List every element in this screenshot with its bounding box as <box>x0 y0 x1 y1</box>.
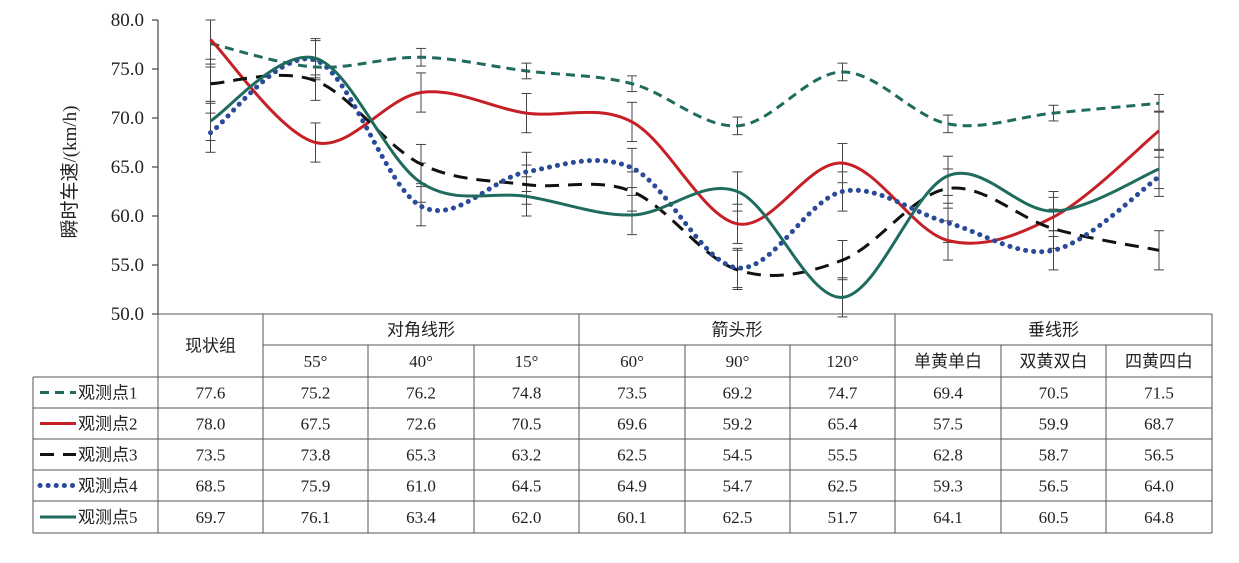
table-cell-r5-c0: 69.7 <box>196 508 226 527</box>
category-header-3: 15° <box>515 352 539 371</box>
category-header-6: 120° <box>826 352 858 371</box>
y-tick-label-2: 60.0 <box>111 206 144 227</box>
category-header-1: 55° <box>304 352 328 371</box>
table-cell-r4-c3: 64.5 <box>512 477 542 496</box>
table-cell-r4-c0: 68.5 <box>196 477 226 496</box>
table-cell-r3-c8: 58.7 <box>1039 446 1069 465</box>
table-cell-r1-c4: 73.5 <box>617 384 647 403</box>
table-cell-r3-c0: 73.5 <box>196 446 226 465</box>
legend-label-1: 观测点1 <box>78 384 138 403</box>
table-cell-r2-c2: 72.6 <box>406 415 436 434</box>
table-cell-r4-c7: 59.3 <box>933 477 963 496</box>
category-header-4: 60° <box>620 352 644 371</box>
table-cell-r3-c9: 56.5 <box>1144 446 1174 465</box>
table-cell-r1-c1: 75.2 <box>301 384 331 403</box>
table-cell-r2-c0: 78.0 <box>196 415 226 434</box>
series-line-5 <box>209 55 1160 299</box>
y-tick-label-3: 65.0 <box>111 157 144 178</box>
series-line-1 <box>210 42 1160 128</box>
table-cell-r1-c0: 77.6 <box>196 384 226 403</box>
category-header-8: 双黄双白 <box>1020 352 1088 371</box>
table-cell-r2-c8: 59.9 <box>1039 415 1069 434</box>
table-cell-r3-c4: 62.5 <box>617 446 647 465</box>
table-cell-r4-c8: 56.5 <box>1039 477 1069 496</box>
table-cell-r3-c3: 63.2 <box>512 446 542 465</box>
group-header-0: 现状组 <box>185 337 236 356</box>
category-header-2: 40° <box>409 352 433 371</box>
y-tick-label-0: 50.0 <box>111 304 144 325</box>
table-cell-r4-c9: 64.0 <box>1144 477 1174 496</box>
y-tick-label-5: 75.0 <box>111 59 144 80</box>
table-cell-r4-c4: 64.9 <box>617 477 647 496</box>
table-cell-r1-c5: 69.2 <box>723 384 753 403</box>
group-header-3: 垂线形 <box>1028 321 1079 340</box>
table-cell-r4-c5: 54.7 <box>723 477 753 496</box>
table-cell-r5-c4: 60.1 <box>617 508 647 527</box>
table-cell-r1-c9: 71.5 <box>1144 384 1174 403</box>
table-cell-r5-c5: 62.5 <box>723 508 753 527</box>
table-cell-r2-c5: 59.2 <box>723 415 753 434</box>
table-cell-r3-c7: 62.8 <box>933 446 963 465</box>
table-cell-r1-c6: 74.7 <box>828 384 858 403</box>
table-cell-r5-c6: 51.7 <box>828 508 858 527</box>
legend-label-5: 观测点5 <box>78 508 138 527</box>
table-cell-r1-c3: 74.8 <box>512 384 542 403</box>
table-cell-r3-c2: 65.3 <box>406 446 436 465</box>
table-cell-r2-c6: 65.4 <box>828 415 858 434</box>
table-cell-r4-c1: 75.9 <box>301 477 331 496</box>
y-tick-label-1: 55.0 <box>111 255 144 276</box>
table-cell-r4-c2: 61.0 <box>406 477 436 496</box>
category-header-9: 四黄四白 <box>1125 352 1193 371</box>
series-line-3 <box>210 73 1160 277</box>
table-cell-r1-c8: 70.5 <box>1039 384 1069 403</box>
table-cell-r5-c3: 62.0 <box>512 508 542 527</box>
table-cell-r3-c6: 55.5 <box>828 446 858 465</box>
group-header-1: 对角线形 <box>387 321 455 340</box>
table-cell-r5-c2: 63.4 <box>406 508 436 527</box>
table-cell-r3-c5: 54.5 <box>723 446 753 465</box>
table-cell-r1-c7: 69.4 <box>933 384 963 403</box>
table-cell-r2-c4: 69.6 <box>617 415 647 434</box>
table-cell-r4-c6: 62.5 <box>828 477 858 496</box>
table-cell-r5-c9: 64.8 <box>1144 508 1174 527</box>
series-line-4 <box>208 56 1162 271</box>
legend-label-4: 观测点4 <box>78 477 138 496</box>
table-cell-r3-c1: 73.8 <box>301 446 331 465</box>
legend-label-2: 观测点2 <box>78 415 138 434</box>
table-cell-r5-c8: 60.5 <box>1039 508 1069 527</box>
y-tick-label-4: 70.0 <box>111 108 144 129</box>
table-cell-r2-c9: 68.7 <box>1144 415 1174 434</box>
legend-label-3: 观测点3 <box>78 446 138 465</box>
group-header-2: 箭头形 <box>712 321 763 340</box>
table-cell-r2-c3: 70.5 <box>512 415 542 434</box>
table-cell-r2-c1: 67.5 <box>301 415 331 434</box>
table-cell-r1-c2: 76.2 <box>406 384 436 403</box>
category-header-5: 90° <box>726 352 750 371</box>
table-cell-r5-c1: 76.1 <box>301 508 331 527</box>
table-cell-r5-c7: 64.1 <box>933 508 963 527</box>
category-header-7: 单黄单白 <box>914 352 982 371</box>
y-tick-label-6: 80.0 <box>111 10 144 31</box>
y-axis-title: 瞬时车速/(km/h) <box>59 106 81 239</box>
table-cell-r2-c7: 57.5 <box>933 415 963 434</box>
